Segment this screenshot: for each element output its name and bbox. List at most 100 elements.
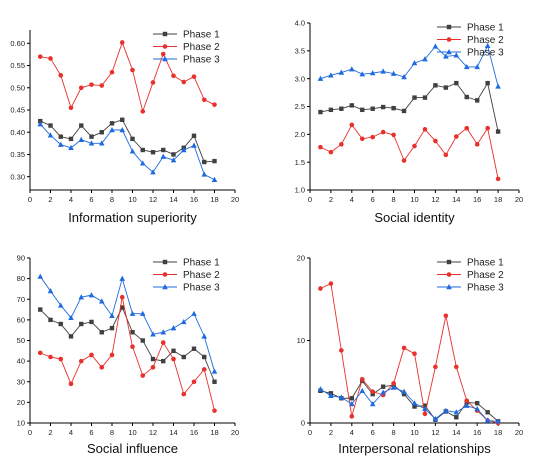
data-point-phase3 [328,392,334,398]
data-point-phase2 [318,144,323,150]
x-tick-label: 16 [190,195,198,204]
x-tick-label: 4 [69,428,73,437]
legend-marker [162,31,168,37]
data-point-phase2 [318,286,323,291]
y-tick-label: 3.0 [295,74,305,83]
chart-title: Social identity [374,210,455,225]
data-point-phase3 [180,318,187,325]
series-line-phase2 [40,297,215,411]
data-point-phase1 [475,401,480,406]
data-point-phase1 [349,396,354,401]
series-phase1 [318,80,501,134]
data-point-phase2 [433,364,438,370]
data-point-phase1 [48,123,53,128]
x-tick-label: 16 [190,428,198,437]
data-point-phase1 [412,95,417,100]
x-tick-label: 18 [494,428,502,437]
data-point-phase2 [328,149,334,155]
data-point-phase3 [201,171,208,177]
data-point-phase2 [464,125,470,131]
data-point-phase2 [474,142,480,147]
series-line-phase3 [39,123,215,181]
y-tick-label: 3.5 [295,46,305,55]
data-point-phase2 [212,408,217,413]
data-point-phase3 [129,310,136,316]
data-point-phase2 [391,381,396,386]
data-point-phase2 [328,281,334,286]
data-point-phase3 [328,72,334,78]
data-point-phase3 [317,75,324,81]
x-tick-label: 14 [452,195,460,204]
data-point-phase1 [79,321,84,327]
data-point-phase3 [57,302,64,308]
data-point-phase3 [463,402,470,408]
data-point-phase3 [139,160,146,166]
data-point-phase1 [485,80,490,86]
legend-label: Phase 2 [467,270,504,281]
x-tick-label: 16 [473,428,481,437]
data-point-phase1 [412,404,417,409]
x-tick-label: 14 [452,428,460,437]
data-point-phase3 [180,147,187,153]
x-tick-label: 20 [515,195,523,204]
legend-label: Phase 1 [467,258,504,269]
y-tick-label: 0.50 [10,83,25,92]
x-tick-label: 10 [410,428,418,437]
data-point-phase3 [390,384,397,390]
data-point-phase3 [170,157,177,163]
data-point-phase2 [359,136,365,142]
legend-item-phase3: Phase 3 [437,283,504,294]
data-point-phase1 [422,403,428,408]
data-point-phase2 [443,152,449,158]
legend-marker [446,37,452,42]
chart-panel-3: 0 2 4 6 8 10 12 14 16 18 20 10 20 30 40 50 60 70 80 90 Phase… [17,254,240,456]
data-point-phase2 [130,344,135,349]
x-tick-label: 8 [392,428,396,437]
data-point-phase3 [359,387,366,394]
data-point-phase3 [160,329,167,335]
legend-marker [446,49,452,55]
chart-title: Information superiority [68,210,197,225]
data-point-phase3 [380,68,386,74]
x-tick-label: 12 [431,195,439,204]
data-point-phase1 [99,330,104,335]
data-point-phase3 [495,83,501,89]
y-tick-label: 10 [297,336,305,345]
data-point-phase2 [150,80,156,85]
x-tick-label: 18 [494,195,502,204]
y-tick-label: 0.45 [10,106,25,115]
legend-item-phase1: Phase 1 [153,30,220,41]
data-point-phase3 [349,401,355,407]
data-point-phase3 [432,415,439,422]
series-line-phase3 [39,276,215,372]
series-phase2 [37,40,217,114]
legend-label: Phase 1 [183,30,220,41]
legend-item-phase2: Phase 2 [153,42,220,53]
data-point-phase2 [349,414,355,419]
x-tick-label: 18 [210,195,218,204]
legend-label: Phase 2 [183,42,220,53]
data-point-phase2 [48,56,53,61]
data-point-phase2 [78,85,84,91]
data-point-phase3 [47,288,54,294]
x-tick-label: 2 [48,195,52,204]
legend-label: Phase 1 [467,23,504,34]
data-point-phase1 [349,103,354,108]
y-tick-label: 0.30 [10,172,25,181]
data-point-phase1 [68,136,74,142]
data-point-phase3 [88,292,95,298]
series-phase1 [38,305,217,384]
data-point-phase3 [463,63,470,70]
data-point-phase3 [129,148,136,154]
data-point-phase3 [98,298,105,304]
data-point-phase1 [150,356,156,362]
data-point-phase2 [349,122,355,128]
y-tick-label: 30 [17,377,25,386]
data-point-phase1 [130,330,135,335]
data-point-phase2 [171,356,176,362]
data-point-phase3 [484,417,491,423]
x-tick-label: 6 [371,195,375,204]
data-point-phase2 [109,352,115,358]
data-point-phase1 [89,319,94,325]
series-phase2 [318,281,501,426]
